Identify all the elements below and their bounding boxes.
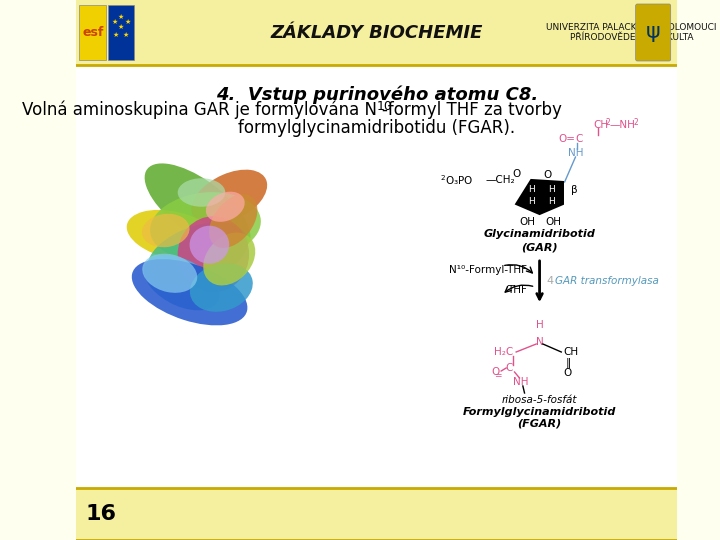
Ellipse shape xyxy=(143,254,197,293)
Text: 2: 2 xyxy=(633,118,638,127)
Text: H: H xyxy=(548,198,554,206)
Text: N: N xyxy=(536,337,544,347)
Text: O: O xyxy=(544,170,552,180)
Text: —CH₂: —CH₂ xyxy=(485,175,515,185)
Text: NH: NH xyxy=(568,148,583,158)
Text: ★: ★ xyxy=(118,24,125,30)
Text: CH: CH xyxy=(563,347,578,357)
Ellipse shape xyxy=(209,194,258,248)
Ellipse shape xyxy=(144,255,220,310)
Text: 16: 16 xyxy=(86,504,117,524)
Text: H₂C: H₂C xyxy=(494,347,513,357)
Bar xyxy=(108,5,135,60)
Ellipse shape xyxy=(178,216,249,292)
Text: C: C xyxy=(575,134,583,144)
Text: O=: O= xyxy=(559,134,575,144)
Bar xyxy=(76,488,678,540)
Text: ZÁKLADY BIOCHEMIE: ZÁKLADY BIOCHEMIE xyxy=(271,24,483,42)
Text: -formyl THF za tvorby: -formyl THF za tvorby xyxy=(382,101,562,119)
Text: ★: ★ xyxy=(123,32,129,38)
Text: NH: NH xyxy=(513,377,529,387)
Text: —NH: —NH xyxy=(610,120,636,130)
Text: CH: CH xyxy=(594,120,609,130)
Text: O: O xyxy=(491,367,500,377)
Polygon shape xyxy=(516,180,563,214)
FancyBboxPatch shape xyxy=(636,4,671,61)
Text: N¹⁰-Formyl-THF: N¹⁰-Formyl-THF xyxy=(449,265,527,275)
Text: ψ: ψ xyxy=(646,23,660,43)
Bar xyxy=(76,65,678,488)
Text: formylglycinamidribotidu (FGAR).: formylglycinamidribotidu (FGAR). xyxy=(238,119,516,137)
Text: C: C xyxy=(505,363,513,373)
Text: H: H xyxy=(536,320,544,330)
Ellipse shape xyxy=(145,164,251,250)
Text: OH: OH xyxy=(545,217,561,227)
Text: Formylglycinamidribotid: Formylglycinamidribotid xyxy=(463,407,616,417)
Text: GAR transformylasa: GAR transformylasa xyxy=(554,276,659,287)
Text: 4.  Vstup purinového atomu C8.: 4. Vstup purinového atomu C8. xyxy=(215,86,538,104)
Text: O: O xyxy=(564,368,572,378)
Ellipse shape xyxy=(150,192,261,259)
Text: ribosa-5-fosfát: ribosa-5-fosfát xyxy=(502,395,577,405)
Text: $^2$O₃PO: $^2$O₃PO xyxy=(439,173,473,187)
Text: H: H xyxy=(528,186,534,194)
Text: THF: THF xyxy=(507,285,527,295)
Text: ★: ★ xyxy=(125,19,131,25)
Ellipse shape xyxy=(190,263,253,312)
Ellipse shape xyxy=(178,178,225,207)
Bar xyxy=(76,0,678,65)
Ellipse shape xyxy=(132,259,248,326)
Ellipse shape xyxy=(189,226,229,264)
Text: (GAR): (GAR) xyxy=(521,242,558,252)
Ellipse shape xyxy=(203,233,256,286)
Ellipse shape xyxy=(127,210,221,261)
Text: H: H xyxy=(528,198,534,206)
Text: =: = xyxy=(495,372,502,381)
Ellipse shape xyxy=(148,222,248,286)
Ellipse shape xyxy=(192,170,267,225)
Text: 2: 2 xyxy=(606,118,611,127)
Text: 4: 4 xyxy=(546,276,554,287)
Text: β: β xyxy=(572,185,578,195)
Text: ★: ★ xyxy=(113,32,120,38)
Text: OH: OH xyxy=(520,217,536,227)
Text: O: O xyxy=(512,169,521,179)
Text: ★: ★ xyxy=(118,14,125,20)
Bar xyxy=(79,5,106,60)
Text: ‖: ‖ xyxy=(565,357,570,368)
Text: Volná aminoskupina GAR je formylována N: Volná aminoskupina GAR je formylována N xyxy=(22,100,377,119)
Text: Glycinamidribotid: Glycinamidribotid xyxy=(484,229,595,239)
Text: esf: esf xyxy=(82,26,104,39)
Text: 10: 10 xyxy=(377,100,392,113)
Text: H: H xyxy=(548,186,554,194)
Text: UNIVERZITA PALACKÉHO V OLOMOUCI
PŘÍRODOVĚDECKÁ FAKULTA: UNIVERZITA PALACKÉHO V OLOMOUCI PŘÍRODOV… xyxy=(546,23,716,42)
Ellipse shape xyxy=(206,192,245,222)
Text: ★: ★ xyxy=(112,19,117,25)
Text: (FGAR): (FGAR) xyxy=(518,418,562,428)
Ellipse shape xyxy=(142,214,189,247)
